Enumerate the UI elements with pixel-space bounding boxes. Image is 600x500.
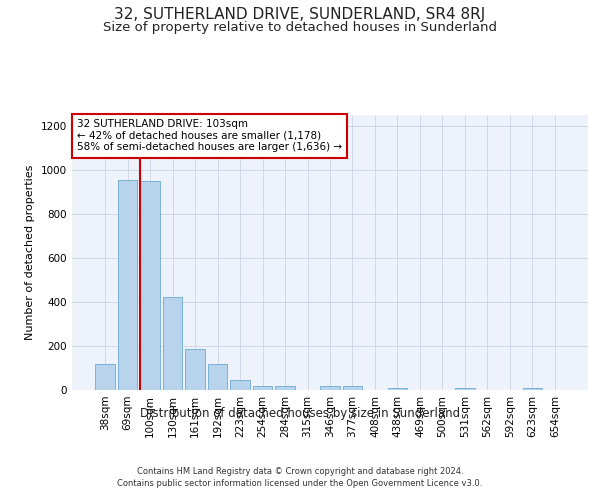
Bar xyxy=(208,364,227,390)
Bar xyxy=(185,350,205,390)
Bar xyxy=(455,388,475,390)
Text: Distribution of detached houses by size in Sunderland: Distribution of detached houses by size … xyxy=(140,408,460,420)
Bar xyxy=(343,386,362,390)
Bar xyxy=(163,296,182,390)
Text: Contains HM Land Registry data © Crown copyright and database right 2024.: Contains HM Land Registry data © Crown c… xyxy=(137,468,463,476)
Y-axis label: Number of detached properties: Number of detached properties xyxy=(25,165,35,340)
Bar xyxy=(523,388,542,390)
Bar xyxy=(320,386,340,390)
Bar xyxy=(95,364,115,390)
Bar xyxy=(118,180,137,390)
Text: 32 SUTHERLAND DRIVE: 103sqm
← 42% of detached houses are smaller (1,178)
58% of : 32 SUTHERLAND DRIVE: 103sqm ← 42% of det… xyxy=(77,119,342,152)
Bar xyxy=(230,380,250,390)
Bar xyxy=(388,388,407,390)
Text: Size of property relative to detached houses in Sunderland: Size of property relative to detached ho… xyxy=(103,21,497,34)
Bar xyxy=(140,181,160,390)
Bar xyxy=(275,386,295,390)
Text: 32, SUTHERLAND DRIVE, SUNDERLAND, SR4 8RJ: 32, SUTHERLAND DRIVE, SUNDERLAND, SR4 8R… xyxy=(115,8,485,22)
Bar xyxy=(253,386,272,390)
Text: Contains public sector information licensed under the Open Government Licence v3: Contains public sector information licen… xyxy=(118,479,482,488)
